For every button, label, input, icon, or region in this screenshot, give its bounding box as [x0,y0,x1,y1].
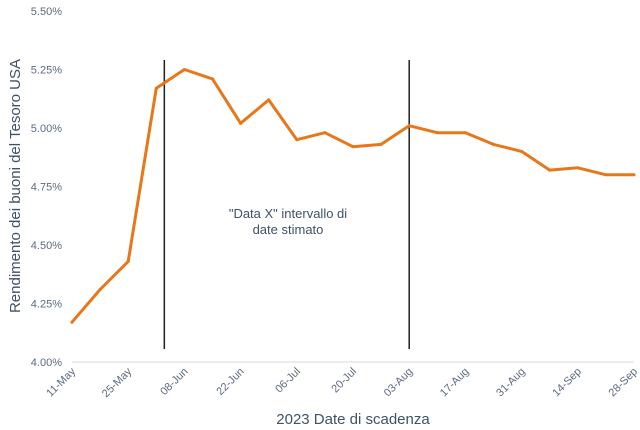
x-tick-label: 17-Aug [438,366,472,400]
y-tick-label: 4.00% [31,357,62,369]
yield-data-point [154,86,158,90]
y-tick-label: 5.50% [31,6,62,18]
yield-data-point [267,98,271,102]
yield-data-point [463,131,467,135]
yield-data-point [520,149,524,153]
x-tick-label: 11-May [44,365,78,399]
y-axis-ticks: 4.00% 4.25% 4.50% 4.75% 5.00% 5.25% 5.50% [31,6,62,369]
yield-data-point [492,142,495,146]
annotation-line-1: "Data X" intervallo di [229,206,347,221]
y-tick-label: 5.00% [31,123,62,135]
y-axis-label: Rendimento dei buoni del Tesoro USA [7,59,24,313]
yield-data-point [323,131,327,135]
yield-data-point [70,320,74,324]
annotation-line-2: date stimato [253,222,324,237]
x-tick-label: 08-Jun [158,366,190,398]
x-tick-label: 22-Jun [214,366,246,398]
y-tick-label: 4.50% [31,240,62,252]
yield-data-point [548,168,552,172]
yield-data-point [239,121,243,125]
x-tick-label: 28-Sep [607,366,640,400]
x-tick-label: 20-Jul [329,366,359,396]
yield-series-line [70,68,636,324]
x-tick-label: 03-Aug [382,366,416,400]
yield-data-point [182,68,186,71]
y-tick-label: 4.75% [31,182,62,194]
yield-data-point [126,259,130,263]
y-tick-label: 4.25% [31,299,62,311]
yield-data-point [632,173,636,177]
yield-data-point [576,166,580,170]
yield-data-point [407,124,411,128]
yield-data-points [70,68,636,324]
yield-data-point [211,77,214,81]
x-axis-ticks: 11-May 25-May 08-Jun 22-Jun 06-Jul 20-Jul 03-A… [44,365,640,400]
x-tick-label: 25-May [100,365,135,400]
yield-data-point [604,173,608,177]
x-tick-label: 31-Aug [494,366,528,400]
yield-data-point [98,287,102,291]
yield-data-point [295,138,299,142]
y-tick-label: 5.25% [31,65,62,77]
yield-data-point [379,142,383,146]
x-tick-label: 06-Jul [273,366,303,396]
yield-data-point [435,131,439,135]
x-tick-label: 14-Sep [550,366,584,400]
x-date-range-lines [163,60,410,349]
x-axis-label: 2023 Date di scadenza [276,411,430,428]
yield-data-point [351,145,355,149]
